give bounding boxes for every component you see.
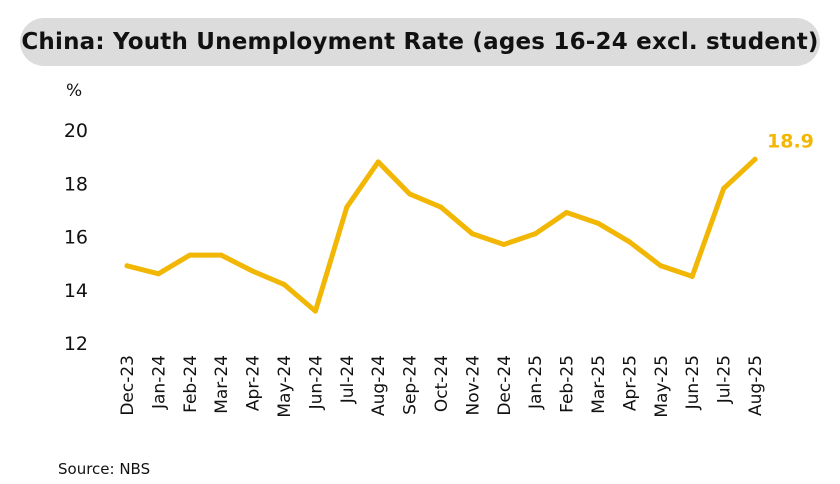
y-tick-label: 14 (64, 280, 88, 302)
data-point (689, 273, 695, 279)
data-point (438, 204, 444, 210)
data-point (375, 159, 381, 165)
x-tick-label: Feb-25 (558, 355, 578, 413)
x-tick-label: Mar-25 (589, 355, 609, 414)
x-tick-label: Feb-24 (181, 355, 201, 413)
x-tick-label: Aug-25 (746, 355, 766, 416)
data-point (501, 241, 507, 247)
data-point (595, 220, 601, 226)
x-tick-label: Apr-25 (620, 355, 640, 411)
data-point (564, 210, 570, 216)
x-tick-label: Sep-24 (401, 355, 421, 415)
x-tick-label: Jan-24 (149, 355, 169, 410)
data-point (626, 239, 632, 245)
data-point (658, 263, 664, 269)
data-point (469, 231, 475, 237)
series-line (124, 156, 758, 314)
data-point (250, 268, 256, 274)
y-tick-label: 12 (64, 333, 88, 355)
y-tick-label: 18 (64, 173, 88, 195)
x-tick-label: Dec-24 (495, 355, 515, 416)
data-point (281, 281, 287, 287)
x-tick-label: Nov-24 (463, 355, 483, 416)
chart-title-bar: China: Youth Unemployment Rate (ages 16-… (20, 18, 820, 66)
data-point (218, 252, 224, 258)
x-tick-label: Jun-24 (306, 355, 326, 410)
x-tick-label: Jun-25 (683, 355, 703, 410)
x-tick-label: Jan-25 (526, 355, 546, 410)
data-label-last: 18.9 (767, 130, 814, 152)
chart-title: China: Youth Unemployment Rate (ages 16-… (21, 29, 819, 55)
y-axis-label: % (66, 81, 82, 101)
x-tick-label: May-24 (275, 355, 295, 418)
x-tick-label: Apr-24 (244, 355, 264, 411)
x-tick-label: Oct-24 (432, 355, 452, 412)
data-point (721, 186, 727, 192)
x-tick-label: Jul-24 (338, 355, 358, 404)
y-tick-label: 16 (64, 227, 88, 249)
x-tick-label: Jul-25 (715, 355, 735, 404)
data-point (124, 263, 130, 269)
source-note: Source: NBS (58, 460, 151, 478)
x-tick-label: Dec-23 (118, 355, 138, 416)
data-point (312, 308, 318, 314)
x-tick-label: Aug-24 (369, 355, 389, 416)
data-point (344, 204, 350, 210)
x-tick-label: Mar-24 (212, 355, 232, 414)
data-point (532, 231, 538, 237)
data-point (752, 156, 758, 162)
data-point (155, 271, 161, 277)
data-point (187, 252, 193, 258)
data-point (407, 191, 413, 197)
x-tick-label: May-25 (652, 355, 672, 418)
y-tick-label: 20 (64, 120, 88, 142)
